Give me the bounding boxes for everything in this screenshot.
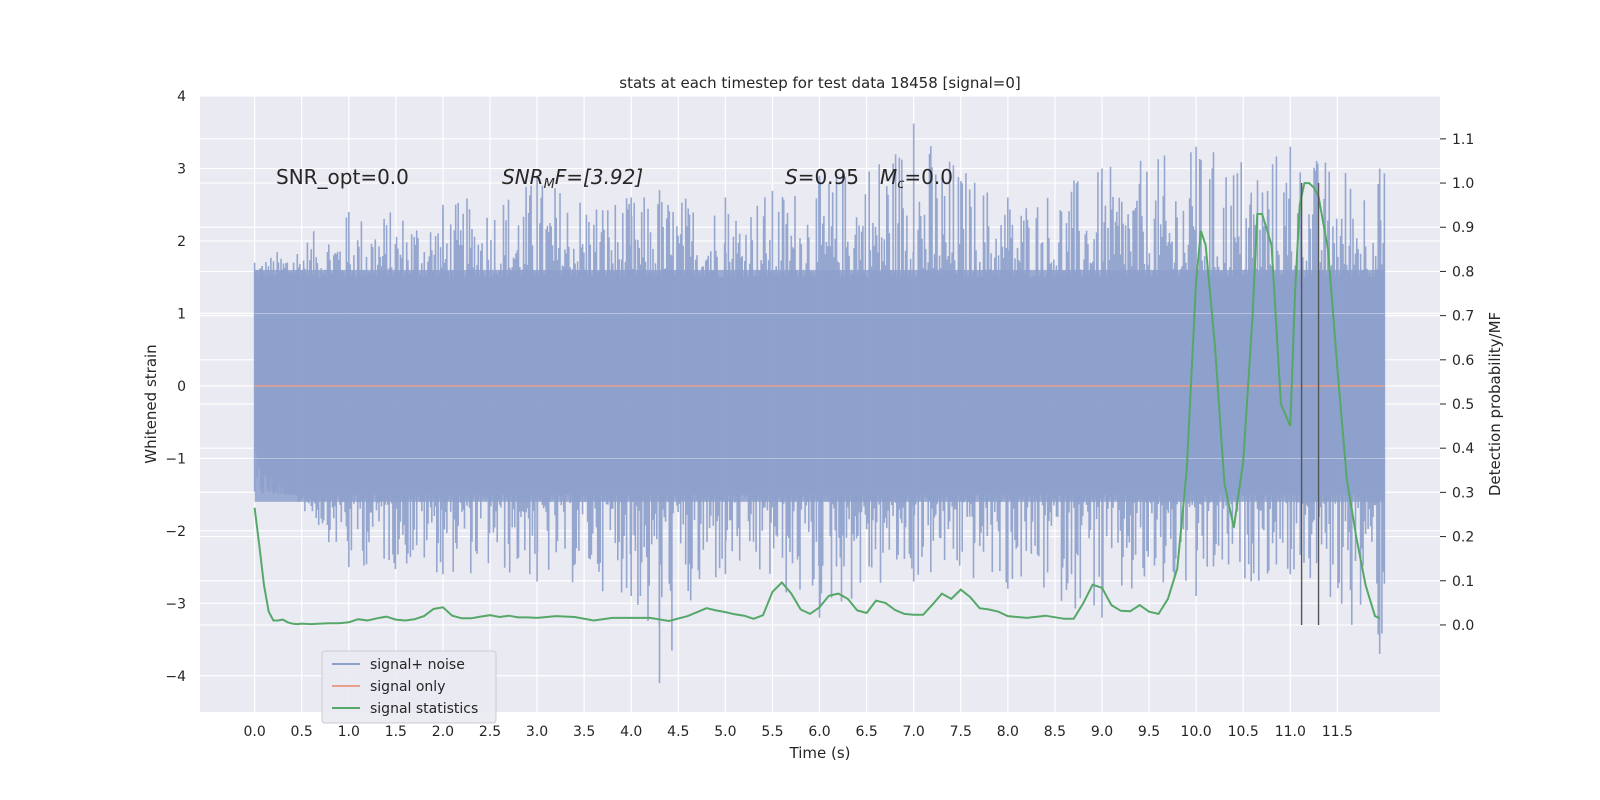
snr-mf-sub: M — [544, 177, 555, 192]
y-right-tick-label: 0.7 — [1452, 309, 1474, 325]
legend: signal+ noise signal only signal statist… — [321, 650, 497, 724]
chart-title: stats at each timestep for test data 184… — [619, 74, 1020, 92]
x-tick-label: 9.0 — [1091, 724, 1113, 740]
y-right-tick-label: 1.0 — [1452, 176, 1474, 192]
x-tick-label: 9.5 — [1138, 724, 1160, 740]
x-tick-label: 0.5 — [291, 724, 313, 740]
y-right-tick-label: 0.0 — [1452, 618, 1474, 634]
x-tick-label: 7.5 — [950, 724, 972, 740]
x-tick-label: 1.0 — [338, 724, 360, 740]
y-tick-label: 3 — [177, 161, 186, 177]
annotation-mc: Mc=0.0 — [880, 165, 953, 192]
y-right-tick-label: 0.5 — [1452, 397, 1474, 413]
x-tick-label: 11.0 — [1275, 724, 1306, 740]
x-tick-label: 6.5 — [855, 724, 877, 740]
x-tick-label: 0.0 — [243, 724, 265, 740]
mc-sub: c — [897, 177, 904, 192]
y-tick-label: 2 — [177, 234, 186, 250]
x-tick-label: 5.0 — [714, 724, 736, 740]
annotation-snr-mf: SNRMF=[3.92] — [502, 165, 643, 192]
y-axis-label: Whitened strain — [142, 344, 160, 463]
x-tick-label: 8.0 — [997, 724, 1019, 740]
y-right-tick-label: 0.6 — [1452, 353, 1474, 369]
mc-label: M — [880, 165, 897, 189]
y-tick-label: −2 — [165, 524, 186, 540]
x-tick-label: 10.0 — [1181, 724, 1212, 740]
mc-value: =0.0 — [904, 165, 953, 189]
legend-label-signal-only: signal only — [370, 679, 445, 695]
x-tick-label: 6.0 — [808, 724, 830, 740]
y-right-tick-label: 0.4 — [1452, 441, 1474, 457]
x-tick-label: 11.5 — [1322, 724, 1353, 740]
x-axis-ticks: 0.0 0.5 1.0 1.5 2.0 2.5 3.0 3.5 4.0 4.5 5.0 5.5 6.0 6… — [243, 724, 1352, 740]
s-label: S — [785, 165, 798, 189]
y-tick-label: −1 — [165, 451, 186, 467]
x-tick-label: 4.5 — [667, 724, 689, 740]
y-tick-label: 4 — [177, 89, 186, 105]
y-tick-label: −4 — [165, 669, 186, 685]
snr-mf-suffix: F=[3.92] — [555, 165, 643, 189]
y-right-tick-label: 0.1 — [1452, 574, 1474, 590]
statistics-line — [253, 182, 1381, 626]
y-right-tick-label: 0.8 — [1452, 264, 1474, 280]
y-right-axis-label: Detection probability/MF — [1486, 312, 1504, 496]
legend-label-signal-noise: signal+ noise — [370, 657, 465, 673]
x-axis-label: Time (s) — [789, 744, 851, 762]
x-tick-label: 3.5 — [573, 724, 595, 740]
x-tick-label: 1.5 — [385, 724, 407, 740]
legend-box — [321, 650, 497, 724]
x-tick-label: 10.5 — [1228, 724, 1259, 740]
s-value: =0.95 — [798, 165, 859, 189]
signal-statistics-series — [253, 182, 1381, 626]
x-tick-label: 7.0 — [903, 724, 925, 740]
annotation-s: S=0.95 — [785, 165, 859, 189]
x-tick-label: 8.5 — [1044, 724, 1066, 740]
x-tick-label: 5.5 — [761, 724, 783, 740]
annotation-snr-opt: SNR_opt=0.0 — [276, 165, 409, 189]
y-right-tick-label: 1.1 — [1452, 132, 1474, 148]
y-right-tick-label: 0.2 — [1452, 530, 1474, 546]
vertical-markers — [1300, 183, 1320, 625]
legend-label-signal-statistics: signal statistics — [370, 701, 478, 717]
y-tick-label: −3 — [165, 596, 186, 612]
y-right-tick-label: 0.3 — [1452, 485, 1474, 501]
y-right-tick-label: 0.9 — [1452, 220, 1474, 236]
x-tick-label: 3.0 — [526, 724, 548, 740]
y-tick-label: 0 — [177, 379, 186, 395]
x-tick-label: 4.0 — [620, 724, 642, 740]
y-axis-ticks: −4 −3 −2 −1 0 1 2 3 4 — [165, 89, 186, 685]
y-right-axis-ticks: 0.0 0.1 0.2 0.3 0.4 0.5 0.6 0.7 0.8 0.9 1.0 1.1 — [1440, 132, 1474, 634]
x-tick-label: 2.5 — [479, 724, 501, 740]
x-tick-label: 2.0 — [432, 724, 454, 740]
y-tick-label: 1 — [177, 306, 186, 322]
snr-mf-prefix: SNR — [502, 165, 544, 189]
